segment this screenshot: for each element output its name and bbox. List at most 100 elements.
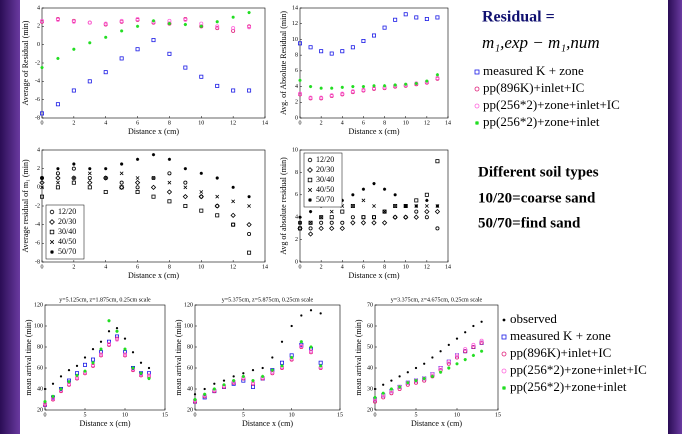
point [56, 180, 60, 185]
point [99, 340, 103, 343]
point [393, 203, 398, 208]
point [351, 193, 355, 197]
x-tick-label: 12 [230, 120, 236, 126]
y-tick-label: 14 [292, 5, 298, 11]
point [300, 314, 303, 317]
point [87, 180, 93, 186]
point [393, 204, 398, 208]
point [83, 369, 87, 373]
point [424, 192, 429, 197]
x-tick-label: 12 [424, 120, 430, 126]
x-tick-label: 12 [424, 264, 430, 270]
point [87, 20, 92, 25]
point [307, 187, 313, 193]
point [50, 250, 54, 254]
point [351, 84, 355, 89]
point [104, 35, 108, 39]
point [119, 56, 124, 61]
point [83, 356, 87, 359]
point [131, 366, 135, 370]
y-tick-label: 4 [295, 84, 298, 90]
point [455, 337, 459, 340]
point [167, 51, 172, 56]
point [431, 356, 434, 359]
point [382, 187, 387, 191]
point [340, 49, 345, 54]
point [71, 180, 76, 185]
point [297, 91, 302, 96]
point [474, 69, 480, 75]
point [56, 167, 60, 171]
point [49, 229, 55, 235]
point [414, 209, 419, 214]
y-tick-label: 2 [295, 237, 298, 243]
point [135, 185, 140, 190]
point [329, 220, 334, 225]
soil-fine: 50/70=find sand [478, 215, 581, 231]
x-tick-label: 15 [337, 412, 343, 418]
point [329, 225, 335, 232]
y-tick-label: 10 [292, 37, 298, 43]
point [393, 17, 398, 22]
point [404, 204, 408, 208]
point [372, 84, 376, 88]
point [502, 318, 506, 322]
point [455, 362, 459, 366]
point [167, 171, 172, 176]
point [350, 204, 355, 208]
point [167, 199, 172, 204]
residual-title: Residual = [482, 9, 555, 26]
point [40, 176, 44, 180]
point [247, 231, 252, 236]
point [308, 198, 312, 202]
point [361, 198, 366, 203]
y-tick-label: 4 [37, 147, 40, 153]
point [472, 324, 475, 328]
point [40, 65, 44, 70]
x-axis-label: Distance x (cm) [242, 419, 293, 428]
point [297, 226, 302, 231]
point [71, 176, 76, 180]
point [502, 386, 506, 390]
point [40, 185, 44, 190]
x-tick-label: 10 [454, 412, 460, 418]
point [215, 24, 220, 29]
point [435, 73, 440, 77]
y-axis-label: mean arrival time (min) [24, 319, 33, 396]
point [361, 84, 366, 89]
y-axis-label: Avg of absolute residual (min) [279, 157, 288, 255]
legend-label: pp(896K)+inlet+IC [483, 80, 584, 95]
point [71, 175, 77, 181]
point [309, 345, 313, 349]
x-axis-label: Distance x (cm) [128, 271, 179, 280]
point [231, 88, 236, 93]
point [91, 361, 95, 365]
point [463, 347, 468, 352]
y-tick-label: -4 [35, 79, 40, 85]
point [298, 220, 302, 225]
x-tick-label: 5 [84, 412, 87, 418]
point [319, 86, 323, 90]
point [439, 370, 443, 374]
point [88, 41, 92, 45]
point [120, 162, 124, 166]
x-tick-label: 2 [72, 264, 75, 270]
point [340, 91, 345, 96]
point [373, 395, 377, 399]
x-tick-label: 14 [262, 120, 268, 126]
point [435, 15, 440, 20]
y-tick-label: 30 [367, 386, 373, 392]
y-tick-label: 8 [295, 53, 298, 59]
y-tick-label: 8 [295, 170, 298, 176]
point [435, 226, 440, 231]
point [199, 24, 203, 28]
point [71, 166, 76, 171]
y-tick-label: 4 [295, 215, 298, 221]
point [271, 356, 274, 359]
point [299, 340, 303, 344]
legend-label: 50/70 [58, 247, 76, 256]
x-tick-label: 4 [341, 120, 344, 126]
point [199, 171, 203, 175]
y-tick-label: 60 [367, 323, 373, 329]
y-axis-label: mean arrival time (min) [354, 319, 363, 396]
